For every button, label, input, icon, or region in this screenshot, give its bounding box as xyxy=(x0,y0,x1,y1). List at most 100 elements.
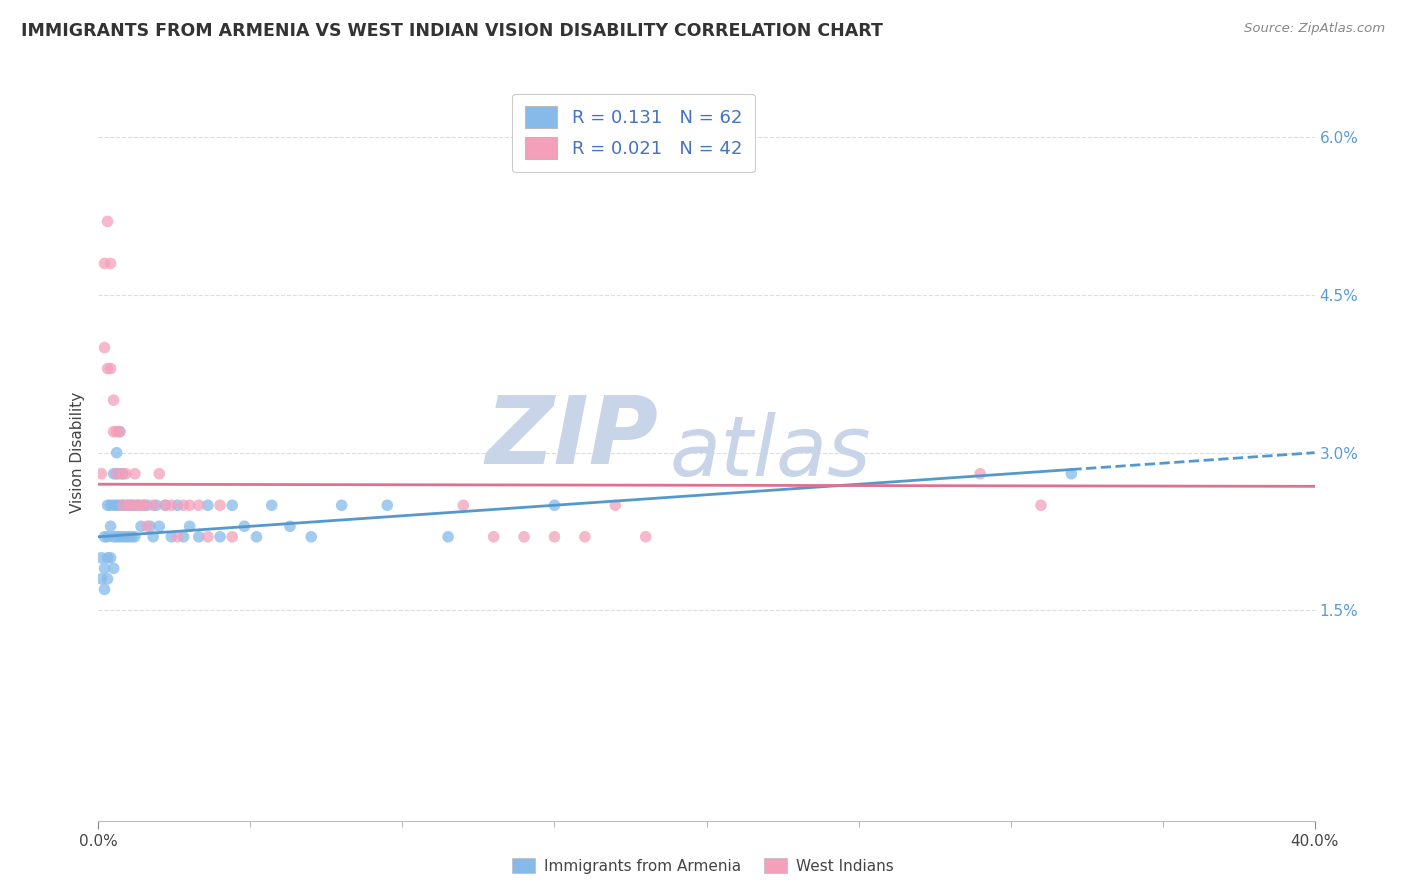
Point xyxy=(114,530,136,544)
Point xyxy=(375,498,398,512)
Point xyxy=(179,519,201,533)
Point xyxy=(142,530,165,544)
Point xyxy=(453,498,475,512)
Point xyxy=(132,498,155,512)
Point xyxy=(108,530,131,544)
Point xyxy=(111,530,134,544)
Point xyxy=(96,498,118,512)
Point xyxy=(209,498,232,512)
Point xyxy=(543,498,565,512)
Point xyxy=(127,498,149,512)
Legend: R = 0.131   N = 62, R = 0.021   N = 42: R = 0.131 N = 62, R = 0.021 N = 42 xyxy=(512,94,755,172)
Text: IMMIGRANTS FROM ARMENIA VS WEST INDIAN VISION DISABILITY CORRELATION CHART: IMMIGRANTS FROM ARMENIA VS WEST INDIAN V… xyxy=(21,22,883,40)
Point xyxy=(105,467,128,481)
Point xyxy=(108,425,131,439)
Point xyxy=(1029,498,1052,512)
Point xyxy=(100,550,122,565)
Y-axis label: Vision Disability: Vision Disability xyxy=(69,392,84,513)
Point xyxy=(124,498,146,512)
Point xyxy=(437,530,460,544)
Point xyxy=(299,530,322,544)
Point xyxy=(145,498,167,512)
Point xyxy=(260,498,283,512)
Point xyxy=(221,498,243,512)
Point xyxy=(108,467,131,481)
Point xyxy=(103,530,125,544)
Point xyxy=(197,530,219,544)
Point xyxy=(93,561,115,575)
Point xyxy=(482,530,505,544)
Point xyxy=(139,519,162,533)
Point xyxy=(1060,467,1083,481)
Point xyxy=(187,498,209,512)
Point xyxy=(103,425,125,439)
Point xyxy=(103,393,125,408)
Point xyxy=(513,530,536,544)
Point xyxy=(105,498,128,512)
Point xyxy=(90,467,112,481)
Point xyxy=(108,498,131,512)
Point xyxy=(96,214,118,228)
Point xyxy=(121,498,143,512)
Point xyxy=(96,572,118,586)
Point xyxy=(969,467,991,481)
Point xyxy=(100,498,122,512)
Point xyxy=(90,550,112,565)
Point xyxy=(634,530,657,544)
Point xyxy=(148,467,170,481)
Point xyxy=(114,467,136,481)
Point xyxy=(90,572,112,586)
Point xyxy=(132,498,155,512)
Point xyxy=(173,530,195,544)
Point xyxy=(105,467,128,481)
Point xyxy=(105,530,128,544)
Point xyxy=(155,498,177,512)
Point xyxy=(187,530,209,544)
Point xyxy=(105,446,128,460)
Point xyxy=(124,467,146,481)
Point xyxy=(136,498,159,512)
Point xyxy=(233,519,256,533)
Point xyxy=(96,550,118,565)
Point xyxy=(93,256,115,270)
Point xyxy=(166,498,188,512)
Point xyxy=(245,530,267,544)
Point xyxy=(118,498,141,512)
Point xyxy=(100,361,122,376)
Point xyxy=(127,498,149,512)
Point xyxy=(160,498,183,512)
Point xyxy=(118,530,141,544)
Point xyxy=(111,467,134,481)
Point xyxy=(160,530,183,544)
Point xyxy=(121,498,143,512)
Point xyxy=(93,582,115,597)
Point xyxy=(148,519,170,533)
Text: ZIP: ZIP xyxy=(485,392,658,484)
Point xyxy=(166,530,188,544)
Point xyxy=(129,498,152,512)
Point xyxy=(111,498,134,512)
Point xyxy=(574,530,596,544)
Point xyxy=(173,498,195,512)
Point xyxy=(103,498,125,512)
Point xyxy=(96,361,118,376)
Point xyxy=(543,530,565,544)
Point xyxy=(221,530,243,544)
Point xyxy=(96,530,118,544)
Point xyxy=(197,498,219,512)
Point xyxy=(179,498,201,512)
Text: Source: ZipAtlas.com: Source: ZipAtlas.com xyxy=(1244,22,1385,36)
Text: atlas: atlas xyxy=(671,412,872,493)
Point xyxy=(105,425,128,439)
Point xyxy=(103,561,125,575)
Point xyxy=(93,530,115,544)
Point xyxy=(330,498,353,512)
Point xyxy=(136,519,159,533)
Point xyxy=(129,519,152,533)
Point xyxy=(155,498,177,512)
Point xyxy=(108,425,131,439)
Point xyxy=(111,498,134,512)
Point xyxy=(111,467,134,481)
Point xyxy=(100,256,122,270)
Point xyxy=(124,530,146,544)
